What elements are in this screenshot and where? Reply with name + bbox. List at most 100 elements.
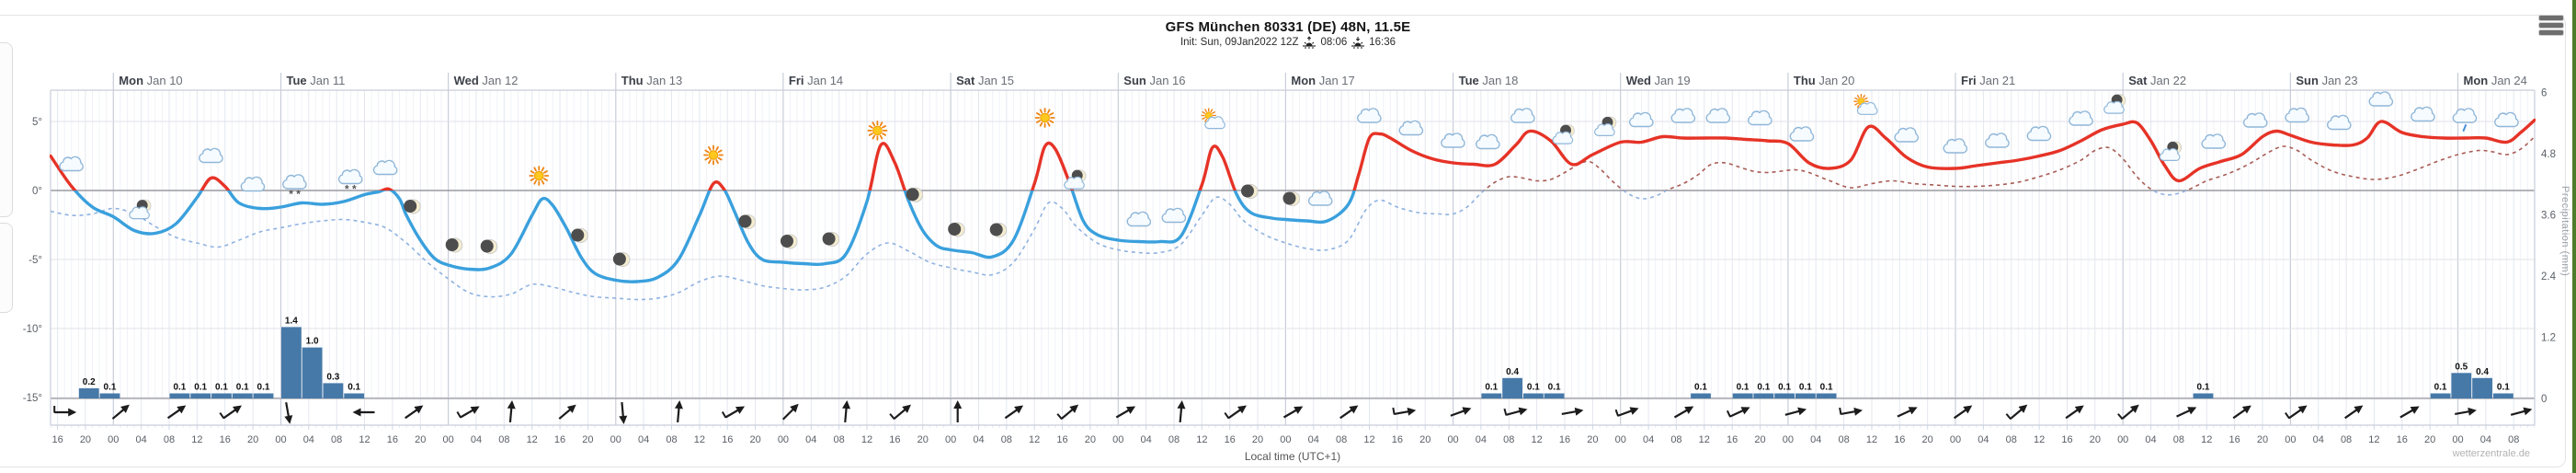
wind-arrow-icon bbox=[456, 406, 480, 419]
time-tick-label: 16 bbox=[387, 434, 398, 445]
precip-value-label: 0.1 bbox=[1737, 382, 1750, 392]
precip-value-label: 0.1 bbox=[1820, 382, 1833, 392]
precip-bar bbox=[1481, 393, 1502, 398]
time-tick-label: 12 bbox=[1699, 434, 1710, 445]
day-label: Mon Jan 10 bbox=[119, 74, 182, 87]
moon-icon bbox=[781, 234, 798, 249]
moon-icon bbox=[948, 222, 965, 237]
precip-bar bbox=[344, 393, 365, 398]
time-tick-label: 16 bbox=[2229, 434, 2240, 445]
precip-value-label: 1.4 bbox=[285, 316, 298, 326]
wind-arrow-icon bbox=[507, 400, 516, 423]
precip-axis-labels: 6 4.8 3.6 2.4 1.2 0 bbox=[2541, 88, 2557, 405]
day-label: Thu Jan 13 bbox=[621, 74, 682, 87]
moon-cloud-icon bbox=[2159, 141, 2183, 161]
time-tick-label: 08 bbox=[1336, 434, 1347, 445]
time-tick-label: 16 bbox=[1727, 434, 1738, 445]
cloud-icon bbox=[2069, 110, 2093, 126]
sun-cloud-icon bbox=[1201, 108, 1225, 130]
temp-tick-label: -5° bbox=[28, 255, 42, 266]
wind-arrow-icon bbox=[1282, 406, 1304, 419]
time-tick-label: 12 bbox=[1532, 434, 1543, 445]
cloud-icon bbox=[1357, 108, 1382, 123]
time-tick-label: 20 bbox=[2257, 434, 2268, 445]
time-tick-label: 00 bbox=[1447, 434, 1458, 445]
wind-arrow-icon bbox=[352, 408, 375, 417]
time-tick-label: 04 bbox=[805, 434, 816, 445]
precipitation-bars: 0.2 0.1 0.1 0.1 0.1 0.1 0.1 1.4 1.0 0.3 0.1 0.1 0.4 0… bbox=[78, 316, 2513, 398]
cloud-icon bbox=[240, 176, 266, 192]
wind-arrow-icon bbox=[953, 400, 963, 422]
precip-bar bbox=[302, 347, 323, 398]
cloud-icon bbox=[2285, 107, 2310, 123]
precip-bar bbox=[281, 327, 302, 398]
cloud-icon bbox=[2026, 125, 2052, 142]
cloud-icon bbox=[59, 156, 84, 172]
time-tick-label: 00 bbox=[2285, 434, 2296, 445]
wind-arrow-icon bbox=[2117, 404, 2139, 421]
precip-tick-label: 3.6 bbox=[2541, 211, 2556, 222]
time-tick-label: 20 bbox=[247, 434, 258, 445]
wind-arrow-icon bbox=[1004, 405, 1024, 420]
time-tick-label: 20 bbox=[1922, 434, 1933, 445]
time-tick-label: 16 bbox=[722, 434, 733, 445]
time-tick-label: 12 bbox=[2368, 434, 2379, 445]
precip-value-label: 0.1 bbox=[173, 382, 186, 392]
day-label: Tue Jan 11 bbox=[287, 74, 346, 87]
time-tick-label: 04 bbox=[2313, 434, 2324, 445]
wind-arrow-icon bbox=[1177, 400, 1186, 423]
precip-value-label: 0.1 bbox=[1485, 382, 1498, 392]
wind-arrow-icon bbox=[1784, 407, 1807, 416]
time-tick-label: 08 bbox=[2508, 434, 2519, 445]
menu-icon bbox=[2539, 30, 2563, 35]
time-tick-label: 12 bbox=[1363, 434, 1374, 445]
page-edge-accent bbox=[2572, 0, 2576, 473]
day-label: Wed Jan 19 bbox=[1626, 74, 1691, 87]
cloud-icon bbox=[1510, 108, 1535, 123]
precip-value-label: 0.3 bbox=[326, 372, 339, 382]
precip-bar bbox=[1753, 393, 1774, 398]
time-tick-label: 08 bbox=[1503, 434, 1514, 445]
day-label: Sun Jan 16 bbox=[1123, 74, 1185, 87]
wind-arrow-icon bbox=[2510, 407, 2533, 416]
sun-icon bbox=[867, 120, 888, 141]
watermark: wetterzentrale.de bbox=[2452, 448, 2530, 459]
wind-arrows bbox=[53, 400, 2533, 424]
time-tick-label: 08 bbox=[834, 434, 845, 445]
day-label: Sat Jan 15 bbox=[956, 74, 1014, 87]
precip-value-label: 0.1 bbox=[2197, 382, 2210, 392]
dewpoint-line bbox=[50, 135, 2536, 301]
moon-icon bbox=[571, 228, 588, 243]
precip-bar bbox=[1774, 393, 1795, 398]
wind-arrow-icon bbox=[111, 404, 130, 420]
time-tick-label: 16 bbox=[1392, 434, 1403, 445]
time-tick-label: 08 bbox=[164, 434, 175, 445]
left-panel-edge bbox=[0, 42, 13, 217]
moon-icon bbox=[1282, 191, 1300, 206]
time-tick-label: 12 bbox=[1866, 434, 1877, 445]
menu-button[interactable] bbox=[2539, 16, 2563, 38]
menu-icon bbox=[2539, 23, 2563, 28]
precip-bar bbox=[2493, 393, 2513, 398]
cloud-icon bbox=[2201, 133, 2227, 149]
precip-tick-label: 4.8 bbox=[2541, 149, 2556, 160]
day-label: Mon Jan 24 bbox=[2464, 74, 2527, 87]
time-tick-label: 16 bbox=[1559, 434, 1570, 445]
precip-bar bbox=[1502, 377, 1522, 398]
time-tick-label: 00 bbox=[1112, 434, 1123, 445]
cloud-icon bbox=[2368, 91, 2394, 107]
time-tick-label: 04 bbox=[1476, 434, 1487, 445]
time-tick-label: 20 bbox=[749, 434, 760, 445]
menu-icon bbox=[2539, 16, 2563, 20]
moon-icon bbox=[906, 187, 924, 202]
time-tick-label: 20 bbox=[1587, 434, 1598, 445]
time-tick-label: 20 bbox=[918, 434, 929, 445]
cloud-icon bbox=[2411, 106, 2435, 122]
moon-cloud-icon bbox=[1594, 116, 1617, 136]
cloud-icon bbox=[1943, 138, 1968, 154]
wind-arrow-icon bbox=[1839, 407, 1864, 416]
wind-arrow-icon bbox=[2065, 405, 2084, 420]
moon-cloud-icon bbox=[2103, 94, 2126, 114]
time-tick-label: 00 bbox=[442, 434, 453, 445]
wind-arrow-icon bbox=[1673, 406, 1694, 419]
